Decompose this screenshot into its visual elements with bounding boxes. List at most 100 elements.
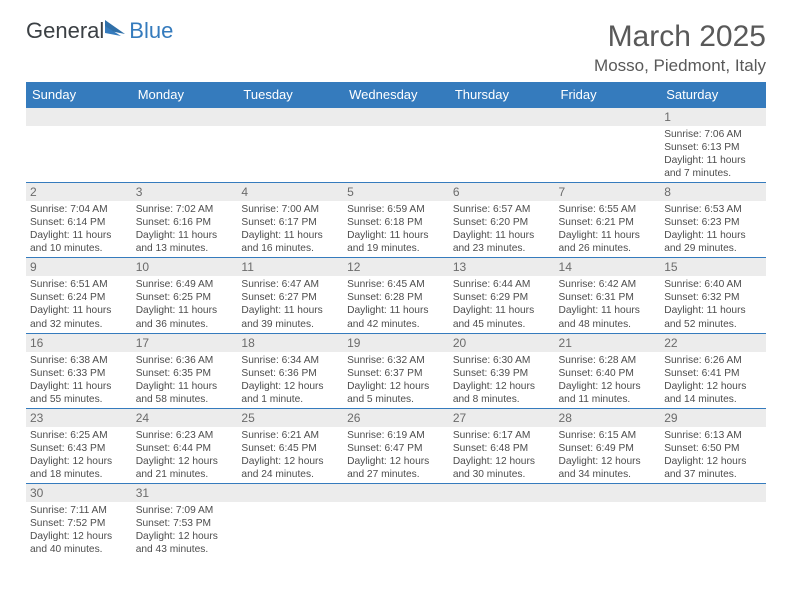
daylight-text: Daylight: 11 hours and 26 minutes. xyxy=(559,229,657,255)
day-number: 8 xyxy=(660,183,766,201)
day-number: 7 xyxy=(555,183,661,201)
day-number: 4 xyxy=(237,183,343,201)
day-number xyxy=(237,108,343,126)
day-number: 27 xyxy=(449,409,555,427)
day-info-empty xyxy=(237,126,343,182)
day-number xyxy=(132,108,238,126)
sunrise-text: Sunrise: 7:11 AM xyxy=(30,504,128,517)
sunrise-text: Sunrise: 6:42 AM xyxy=(559,278,657,291)
calendar-cell: 19Sunrise: 6:32 AMSunset: 6:37 PMDayligh… xyxy=(343,333,449,408)
sunrise-text: Sunrise: 6:57 AM xyxy=(453,203,551,216)
sunrise-text: Sunrise: 6:59 AM xyxy=(347,203,445,216)
daylight-text: Daylight: 11 hours and 10 minutes. xyxy=(30,229,128,255)
calendar-week: 1Sunrise: 7:06 AMSunset: 6:13 PMDaylight… xyxy=(26,108,766,183)
day-number: 9 xyxy=(26,258,132,276)
day-info: Sunrise: 6:17 AMSunset: 6:48 PMDaylight:… xyxy=(449,427,555,483)
calendar-cell xyxy=(237,108,343,183)
brand-logo: General Blue xyxy=(26,20,173,42)
day-info-empty xyxy=(26,126,132,182)
daylight-text: Daylight: 12 hours and 18 minutes. xyxy=(30,455,128,481)
location-text: Mosso, Piedmont, Italy xyxy=(594,56,766,76)
calendar-cell: 30Sunrise: 7:11 AMSunset: 7:52 PMDayligh… xyxy=(26,483,132,558)
day-number: 10 xyxy=(132,258,238,276)
day-info: Sunrise: 6:44 AMSunset: 6:29 PMDaylight:… xyxy=(449,276,555,332)
day-info: Sunrise: 6:26 AMSunset: 6:41 PMDaylight:… xyxy=(660,352,766,408)
daylight-text: Daylight: 11 hours and 52 minutes. xyxy=(664,304,762,330)
calendar-cell: 11Sunrise: 6:47 AMSunset: 6:27 PMDayligh… xyxy=(237,258,343,333)
sunset-text: Sunset: 6:37 PM xyxy=(347,367,445,380)
calendar-cell: 3Sunrise: 7:02 AMSunset: 6:16 PMDaylight… xyxy=(132,183,238,258)
sunrise-text: Sunrise: 6:38 AM xyxy=(30,354,128,367)
calendar-cell xyxy=(449,483,555,558)
sunset-text: Sunset: 6:47 PM xyxy=(347,442,445,455)
day-number: 28 xyxy=(555,409,661,427)
day-number: 2 xyxy=(26,183,132,201)
day-header-thursday: Thursday xyxy=(449,82,555,108)
daylight-text: Daylight: 11 hours and 55 minutes. xyxy=(30,380,128,406)
day-number: 6 xyxy=(449,183,555,201)
sunset-text: Sunset: 6:50 PM xyxy=(664,442,762,455)
calendar-week: 23Sunrise: 6:25 AMSunset: 6:43 PMDayligh… xyxy=(26,408,766,483)
sunset-text: Sunset: 6:39 PM xyxy=(453,367,551,380)
calendar-cell: 10Sunrise: 6:49 AMSunset: 6:25 PMDayligh… xyxy=(132,258,238,333)
sunset-text: Sunset: 6:40 PM xyxy=(559,367,657,380)
daylight-text: Daylight: 11 hours and 7 minutes. xyxy=(664,154,762,180)
calendar-cell: 21Sunrise: 6:28 AMSunset: 6:40 PMDayligh… xyxy=(555,333,661,408)
calendar-cell: 27Sunrise: 6:17 AMSunset: 6:48 PMDayligh… xyxy=(449,408,555,483)
sunrise-text: Sunrise: 6:53 AM xyxy=(664,203,762,216)
day-number: 5 xyxy=(343,183,449,201)
calendar-cell xyxy=(343,108,449,183)
sunrise-text: Sunrise: 6:30 AM xyxy=(453,354,551,367)
calendar-cell: 8Sunrise: 6:53 AMSunset: 6:23 PMDaylight… xyxy=(660,183,766,258)
sunset-text: Sunset: 6:25 PM xyxy=(136,291,234,304)
day-header-monday: Monday xyxy=(132,82,238,108)
sunrise-text: Sunrise: 7:09 AM xyxy=(136,504,234,517)
day-header-tuesday: Tuesday xyxy=(237,82,343,108)
calendar-table: Sunday Monday Tuesday Wednesday Thursday… xyxy=(26,82,766,558)
calendar-cell: 29Sunrise: 6:13 AMSunset: 6:50 PMDayligh… xyxy=(660,408,766,483)
calendar-cell xyxy=(449,108,555,183)
day-number: 1 xyxy=(660,108,766,126)
sunrise-text: Sunrise: 6:32 AM xyxy=(347,354,445,367)
daylight-text: Daylight: 11 hours and 36 minutes. xyxy=(136,304,234,330)
sunset-text: Sunset: 6:14 PM xyxy=(30,216,128,229)
sunrise-text: Sunrise: 6:17 AM xyxy=(453,429,551,442)
calendar-cell xyxy=(660,483,766,558)
sunset-text: Sunset: 6:33 PM xyxy=(30,367,128,380)
day-number xyxy=(343,108,449,126)
day-number xyxy=(449,108,555,126)
sunrise-text: Sunrise: 6:51 AM xyxy=(30,278,128,291)
day-info: Sunrise: 6:42 AMSunset: 6:31 PMDaylight:… xyxy=(555,276,661,332)
sunrise-text: Sunrise: 7:00 AM xyxy=(241,203,339,216)
daylight-text: Daylight: 12 hours and 1 minute. xyxy=(241,380,339,406)
sunset-text: Sunset: 6:28 PM xyxy=(347,291,445,304)
day-number: 20 xyxy=(449,334,555,352)
sunrise-text: Sunrise: 6:25 AM xyxy=(30,429,128,442)
calendar-cell: 25Sunrise: 6:21 AMSunset: 6:45 PMDayligh… xyxy=(237,408,343,483)
sunrise-text: Sunrise: 6:36 AM xyxy=(136,354,234,367)
daylight-text: Daylight: 12 hours and 37 minutes. xyxy=(664,455,762,481)
sunset-text: Sunset: 6:44 PM xyxy=(136,442,234,455)
calendar-cell: 2Sunrise: 7:04 AMSunset: 6:14 PMDaylight… xyxy=(26,183,132,258)
daylight-text: Daylight: 12 hours and 5 minutes. xyxy=(347,380,445,406)
daylight-text: Daylight: 12 hours and 11 minutes. xyxy=(559,380,657,406)
calendar-header-row: Sunday Monday Tuesday Wednesday Thursday… xyxy=(26,82,766,108)
sunset-text: Sunset: 6:45 PM xyxy=(241,442,339,455)
day-number: 23 xyxy=(26,409,132,427)
day-header-sunday: Sunday xyxy=(26,82,132,108)
sunrise-text: Sunrise: 6:45 AM xyxy=(347,278,445,291)
day-number: 12 xyxy=(343,258,449,276)
day-header-wednesday: Wednesday xyxy=(343,82,449,108)
daylight-text: Daylight: 12 hours and 14 minutes. xyxy=(664,380,762,406)
day-number: 17 xyxy=(132,334,238,352)
day-number: 25 xyxy=(237,409,343,427)
calendar-cell xyxy=(237,483,343,558)
daylight-text: Daylight: 11 hours and 58 minutes. xyxy=(136,380,234,406)
day-number: 16 xyxy=(26,334,132,352)
calendar-cell: 23Sunrise: 6:25 AMSunset: 6:43 PMDayligh… xyxy=(26,408,132,483)
day-info: Sunrise: 6:36 AMSunset: 6:35 PMDaylight:… xyxy=(132,352,238,408)
daylight-text: Daylight: 11 hours and 13 minutes. xyxy=(136,229,234,255)
daylight-text: Daylight: 11 hours and 39 minutes. xyxy=(241,304,339,330)
day-number: 15 xyxy=(660,258,766,276)
calendar-cell: 13Sunrise: 6:44 AMSunset: 6:29 PMDayligh… xyxy=(449,258,555,333)
